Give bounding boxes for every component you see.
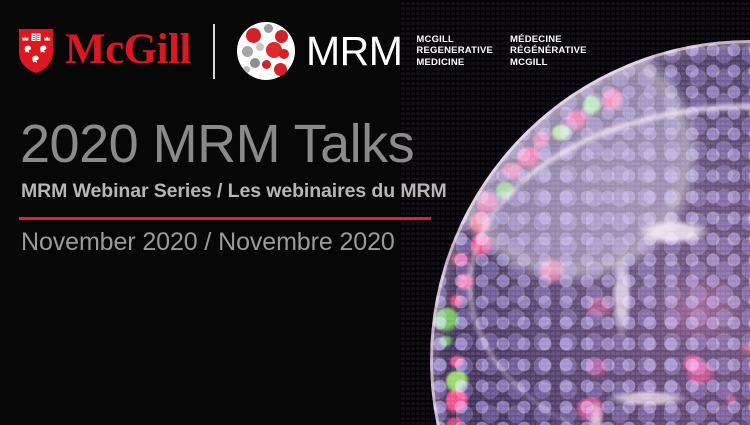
logo-divider xyxy=(213,24,215,79)
fluorescent-nucleus xyxy=(470,212,492,235)
fluorescent-nucleus xyxy=(552,125,572,141)
fluorescent-nucleus-interior xyxy=(726,395,737,404)
mrm-fullname-english: MCGILL REGENERATIVE MEDICINE xyxy=(416,34,493,68)
mrm-fr-line-2: RÉGÉNÉRATIVE xyxy=(510,45,587,56)
red-divider-rule xyxy=(19,217,431,220)
fluorescent-nucleus-interior xyxy=(577,398,605,421)
fluorescent-nucleus xyxy=(602,89,623,113)
mrm-fr-line-3: MCGILL xyxy=(510,57,587,68)
fluorescent-nucleus-interior xyxy=(687,362,714,385)
mrm-en-line-2: REGENERATIVE xyxy=(416,45,493,56)
page-title: 2020 MRM Talks xyxy=(20,116,414,173)
mrm-logo-icon xyxy=(237,22,295,80)
mrm-en-line-1: MCGILL xyxy=(416,34,493,45)
mcgill-shield-icon xyxy=(18,28,54,74)
date-line: November 2020 / Novembre 2020 xyxy=(21,228,395,257)
mrm-fullname-bilingual: MCGILL REGENERATIVE MEDICINE MÉDECINE RÉ… xyxy=(416,34,586,68)
mrm-fr-line-1: MÉDECINE xyxy=(510,34,587,45)
text-panel: McGill MRM MCGILL REGENERAT xyxy=(0,0,470,425)
mrm-acronym: MRM xyxy=(306,31,402,72)
organoid-body xyxy=(430,40,750,425)
mrm-en-line-3: MEDICINE xyxy=(416,57,493,68)
logo-lockup: McGill MRM MCGILL REGENERAT xyxy=(18,20,587,82)
fluorescent-nucleus-interior xyxy=(587,297,613,319)
fluorescent-nucleus xyxy=(471,234,491,257)
fluorescent-nucleus-interior xyxy=(586,359,608,377)
fluorescent-nucleus-interior xyxy=(741,343,750,355)
subtitle: MRM Webinar Series / Les webinaires du M… xyxy=(21,180,447,203)
mcgill-wordmark: McGill xyxy=(65,28,191,75)
fluorescent-nucleus xyxy=(496,182,515,200)
fluorescent-nucleus xyxy=(502,163,523,179)
fluorescent-nucleus-interior xyxy=(539,260,565,282)
mrm-talks-banner: McGill MRM MCGILL REGENERAT xyxy=(0,0,750,425)
mrm-fullname-french: MÉDECINE RÉGÉNÉRATIVE MCGILL xyxy=(510,34,587,68)
